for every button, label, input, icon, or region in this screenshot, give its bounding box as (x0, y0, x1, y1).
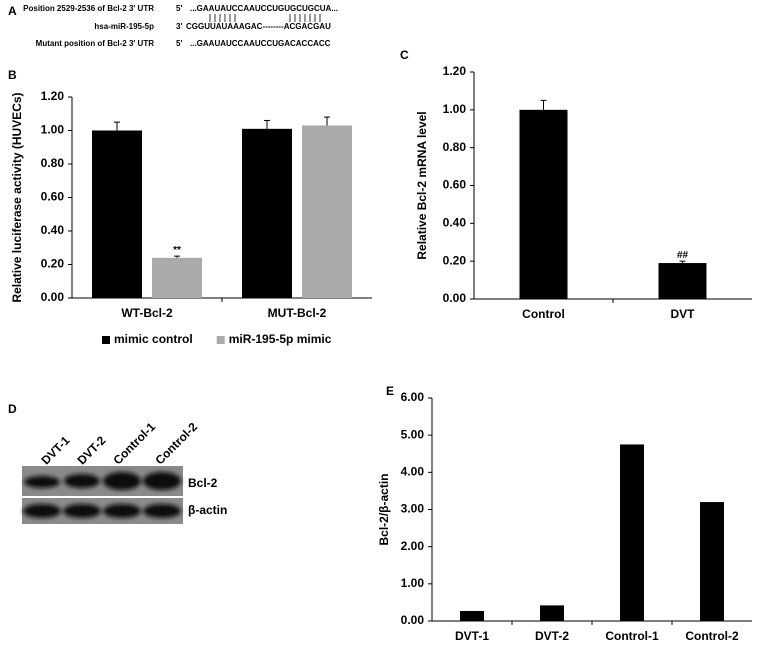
y-tick-label: 0.60 (41, 190, 65, 204)
sequence: ...GAAUAUCCAAUCCUGACACCACC (190, 39, 331, 48)
y-tick-label: 0.60 (443, 178, 467, 192)
y-tick-label: 2.00 (401, 539, 425, 553)
bar (519, 109, 568, 299)
y-tick-label: 3.00 (401, 502, 425, 516)
sequence: CGGUUAUAAAGAC--------ACGACGAU (186, 22, 331, 31)
y-tick-label: 5.00 (401, 427, 425, 441)
row-name: hsa-miR-195-5p (94, 22, 154, 31)
y-tick-label: 1.00 (401, 576, 425, 590)
y-tick-label: 6.00 (401, 390, 425, 404)
legend-swatch (102, 336, 110, 344)
lane-label: DVT-2 (74, 433, 108, 467)
panel-label: C (400, 48, 409, 62)
sequence: ...GAAUAUCCAAUCCUGUGCUGCUA... (190, 4, 338, 13)
x-tick-label: Control-2 (685, 629, 739, 643)
y-tick-label: 0.00 (41, 290, 65, 304)
bar (700, 502, 724, 621)
y-tick-label: 0.40 (443, 216, 467, 230)
band-label: Bcl-2 (188, 476, 218, 490)
bar (242, 128, 292, 298)
panel-label: B (8, 68, 17, 82)
row-name: Position 2529-2536 of Bcl-2 3' UTR (23, 4, 154, 13)
x-tick-label: WT-Bcl-2 (121, 306, 173, 320)
legend-label: miR-195-5p mimic (229, 332, 332, 346)
lane-label: Control-2 (152, 420, 200, 468)
row-end: 3' (176, 22, 182, 31)
y-tick-label: 0.80 (41, 156, 65, 170)
bar (540, 605, 564, 621)
y-tick-label: 1.00 (443, 102, 467, 116)
y-tick-label: 0.40 (41, 223, 65, 237)
bar (92, 130, 142, 298)
legend-swatch (216, 336, 225, 344)
panel-label: E (386, 384, 394, 398)
y-tick-label: 1.20 (443, 64, 467, 78)
pairing-lines (209, 14, 321, 22)
sequence-alignment: Position 2529-2536 of Bcl-2 3' UTR 5' ..… (23, 4, 338, 48)
panel-label: A (8, 4, 17, 18)
lane-label: Control-1 (110, 420, 158, 468)
panel-label: D (8, 402, 17, 416)
row-end: 5' (176, 4, 182, 13)
bar (658, 263, 707, 299)
y-tick-label: 0.00 (443, 291, 467, 305)
row-name: Mutant position of Bcl-2 3' UTR (36, 39, 155, 48)
bar (302, 125, 352, 298)
y-tick-label: 0.00 (401, 613, 425, 627)
significance-mark: ** (173, 245, 181, 256)
band-label: β-actin (188, 503, 227, 517)
y-axis-title: Bcl-2/β-actin (377, 473, 391, 545)
significance-mark: ## (677, 250, 689, 261)
y-tick-label: 1.20 (41, 89, 65, 103)
bar (620, 444, 644, 621)
y-axis-title: Relative Bcl-2 mRNA level (415, 111, 429, 259)
lane-label: DVT-1 (38, 433, 72, 467)
western-blot: DVT-1 DVT-2 Control-1 Control-2 Bcl-2 β-… (22, 420, 227, 524)
x-tick-label: Control-1 (605, 629, 659, 643)
y-axis-title: Relative luciferase activity (HUVECs) (10, 92, 24, 302)
bar (460, 610, 484, 621)
x-tick-label: DVT-1 (455, 629, 489, 643)
legend-label: mimic control (114, 332, 193, 346)
y-tick-label: 0.20 (443, 253, 467, 267)
y-tick-label: 1.00 (41, 123, 65, 137)
x-tick-label: MUT-Bcl-2 (268, 306, 327, 320)
x-tick-label: DVT-2 (535, 629, 569, 643)
x-tick-label: Control (522, 307, 565, 321)
bar (152, 257, 202, 298)
x-tick-label: DVT (671, 307, 696, 321)
y-tick-label: 4.00 (401, 465, 425, 479)
y-tick-label: 0.80 (443, 140, 467, 154)
row-end: 5' (176, 39, 182, 48)
y-tick-label: 0.20 (41, 257, 65, 271)
